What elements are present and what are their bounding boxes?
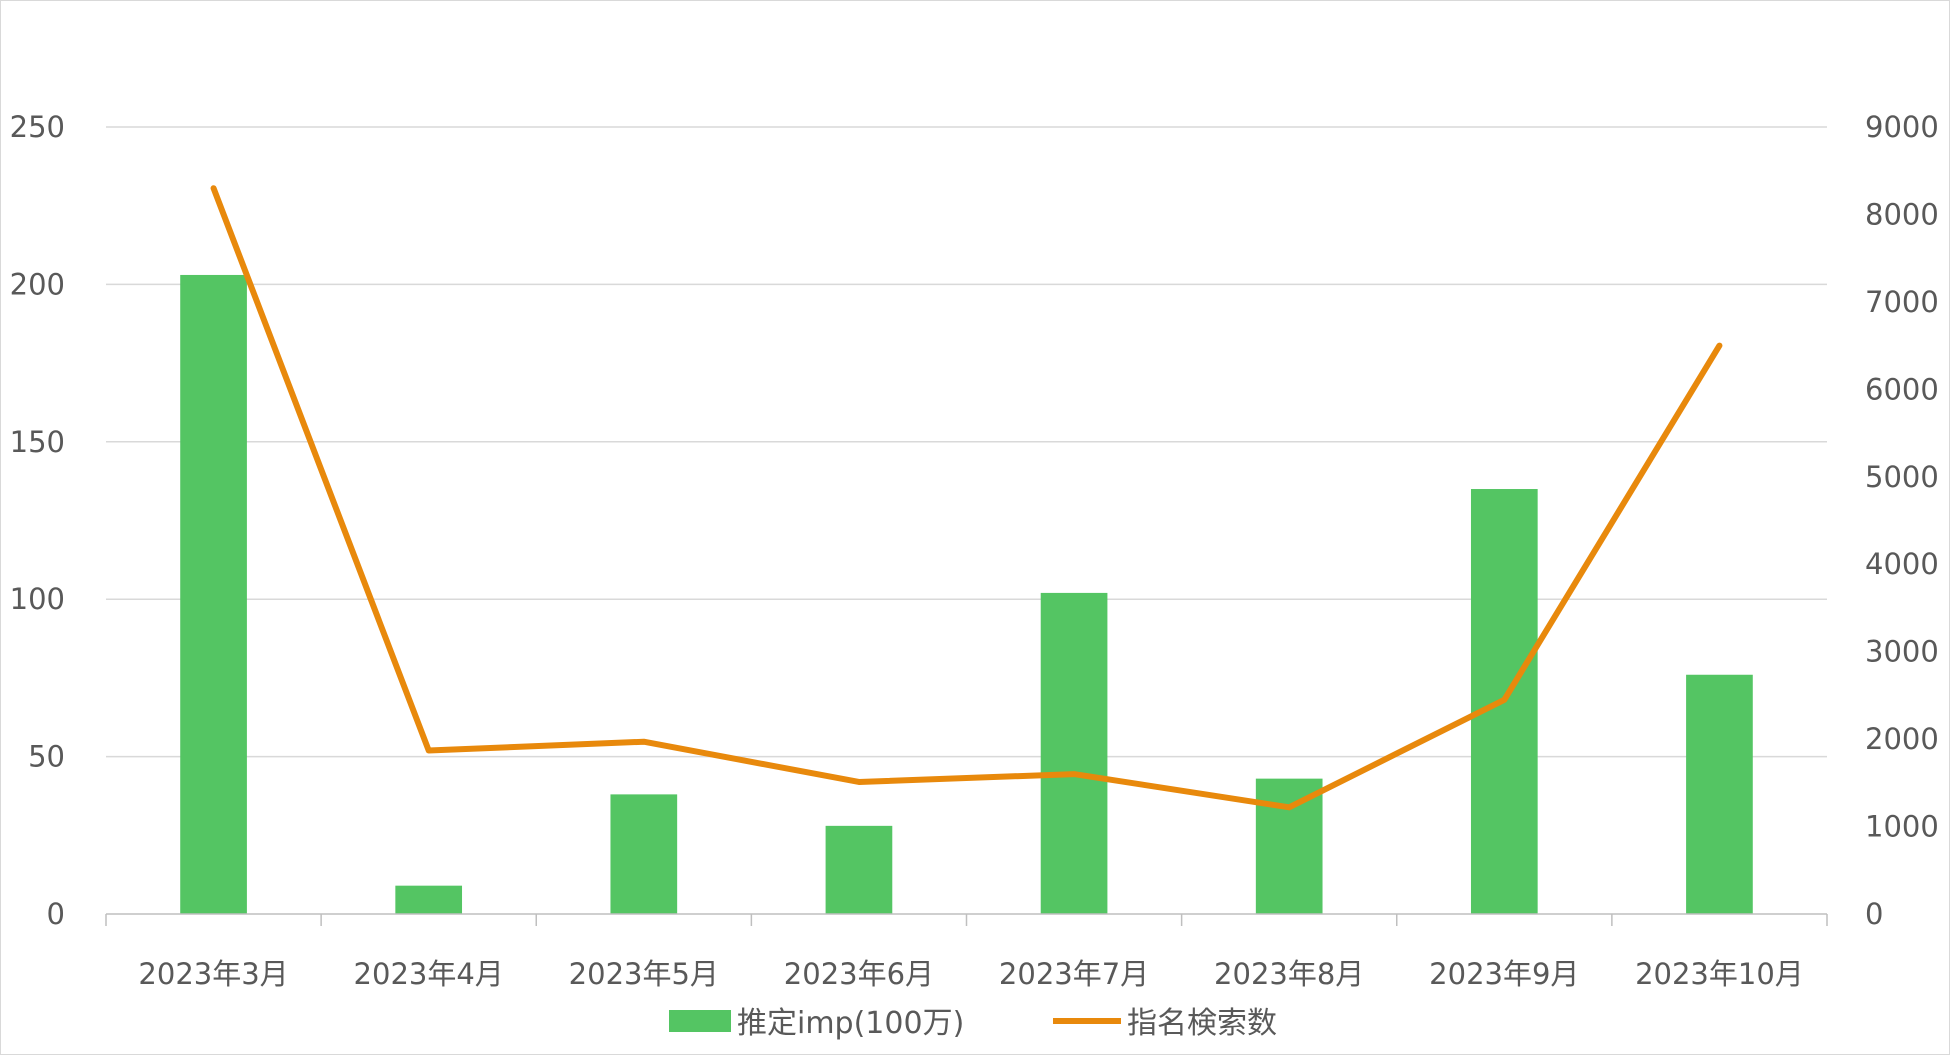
y-right-tick-label: 5000 (1865, 460, 1939, 494)
x-category-label: 2023年9月 (1429, 957, 1579, 991)
y-right-tick-label: 2000 (1865, 722, 1939, 756)
y-left-tick-label: 150 (10, 425, 65, 459)
line-series (210, 185, 1723, 811)
y-right-tick-label: 9000 (1865, 110, 1939, 144)
y-right-tick-label: 6000 (1865, 372, 1939, 406)
y-left-tick-label: 200 (10, 267, 65, 301)
bar (180, 274, 247, 914)
x-axis: 2023年3月 2023年4月 2023年5月 2023年6月 2023年7月 2023年… (105, 913, 1828, 991)
y-axis-right: 0 1000 2000 3000 4000 5000 6000 7000 8000 9000 (1865, 110, 1939, 931)
y-right-tick-label: 0 (1865, 897, 1883, 931)
y-left-tick-label: 50 (28, 740, 65, 774)
bar (395, 885, 463, 914)
x-category-label: 2023年10月 (1635, 957, 1804, 991)
gridlines (106, 126, 1827, 758)
bar (1686, 674, 1753, 914)
y-right-tick-label: 3000 (1865, 635, 1939, 669)
line-path (210, 185, 1723, 811)
y-right-tick-label: 4000 (1865, 547, 1939, 581)
legend-label-line: 指名検索数 (1127, 1006, 1277, 1041)
bar (610, 794, 678, 914)
x-category-label: 2023年3月 (138, 957, 288, 991)
x-category-label: 2023年7月 (999, 957, 1149, 991)
x-category-label: 2023年6月 (784, 957, 934, 991)
y-right-tick-label: 7000 (1865, 285, 1939, 319)
y-right-tick-label: 8000 (1865, 197, 1939, 231)
bar (1040, 592, 1108, 914)
y-axis-left: 0 50 100 150 200 250 (10, 110, 65, 931)
y-left-tick-label: 0 (47, 897, 65, 931)
bar (825, 825, 893, 914)
y-left-tick-label: 250 (10, 110, 65, 144)
legend-label-bar: 推定imp(100万) (737, 1006, 964, 1041)
y-right-tick-label: 1000 (1865, 810, 1939, 844)
x-category-label: 2023年8月 (1214, 957, 1364, 991)
legend-swatch-bar (669, 1010, 731, 1032)
x-category-label: 2023年4月 (354, 957, 504, 991)
bar-series (180, 274, 1753, 914)
y-left-tick-label: 100 (10, 582, 65, 616)
legend: 推定imp(100万) 指名検索数 (669, 1006, 1277, 1041)
x-category-label: 2023年5月 (569, 957, 719, 991)
